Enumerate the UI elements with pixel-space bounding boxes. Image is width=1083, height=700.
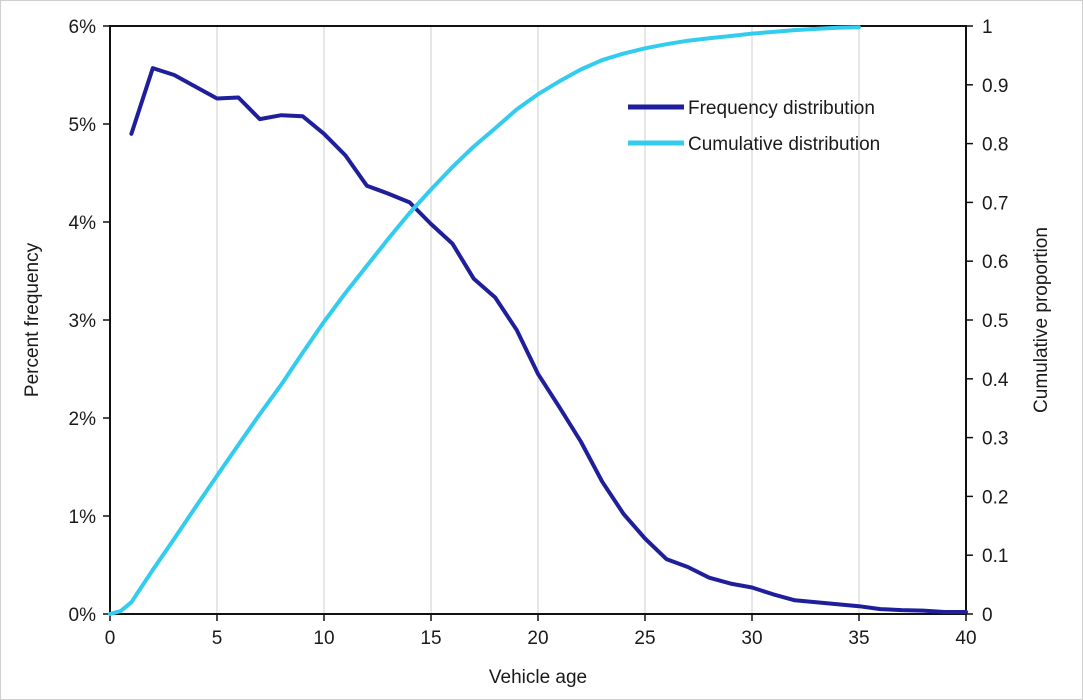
y-right-tick-label: 1: [982, 17, 993, 38]
y-left-tick-label: 4%: [69, 213, 97, 234]
y-right-tick-label: 0.3: [982, 429, 1008, 450]
series-layer: [108, 25, 968, 616]
legend: Frequency distribution Cumulative distrib…: [628, 98, 880, 155]
y-left-tick-label: 3%: [69, 311, 97, 332]
y-left-tick-label: 0%: [69, 605, 97, 626]
series-line-cumulative: [108, 25, 861, 616]
y-right-tick-label: 0.1: [982, 546, 1008, 567]
x-tick-label: 35: [848, 628, 869, 649]
legend-label: Cumulative distribution: [688, 134, 880, 155]
y-right-tick-label: 0.7: [982, 193, 1008, 214]
x-axis-title: Vehicle age: [489, 667, 587, 688]
legend-label: Frequency distribution: [688, 98, 875, 119]
y-left-tick-label: 1%: [69, 507, 97, 528]
x-tick-label: 20: [527, 628, 548, 649]
y-left-tick-label: 6%: [69, 17, 97, 38]
y-right-tick-label: 0.5: [982, 311, 1008, 332]
y-right-tick-label: 0.8: [982, 135, 1008, 156]
y-right-tick-label: 0.9: [982, 76, 1008, 97]
y-right-tick-label: 0.4: [982, 370, 1009, 391]
x-tick-label: 5: [212, 628, 223, 649]
y-right-tick-label: 0: [982, 605, 993, 626]
y-right-tick-label: 0.6: [982, 252, 1008, 273]
series-line-frequency: [129, 66, 968, 614]
axes-layer: 0 5 10 15 20 25 30 35 40 0% 1% 2% 3% 4% 5% 6% 0 0.1 0.2 0.3…: [69, 17, 1009, 649]
y-left-tick-label: 2%: [69, 409, 97, 430]
x-tick-label: 25: [634, 628, 655, 649]
x-tick-label: 30: [741, 628, 762, 649]
y-right-tick-label: 0.2: [982, 487, 1008, 508]
grid-layer: [216, 26, 860, 614]
x-tick-label: 10: [313, 628, 334, 649]
y-right-axis-title: Cumulative proportion: [1031, 227, 1052, 413]
x-tick-label: 40: [955, 628, 976, 649]
x-tick-label: 15: [420, 628, 441, 649]
y-left-tick-label: 5%: [69, 115, 97, 136]
plot-area-border: [109, 25, 967, 615]
x-tick-label: 0: [105, 628, 116, 649]
y-left-axis-title: Percent frequency: [22, 242, 43, 397]
